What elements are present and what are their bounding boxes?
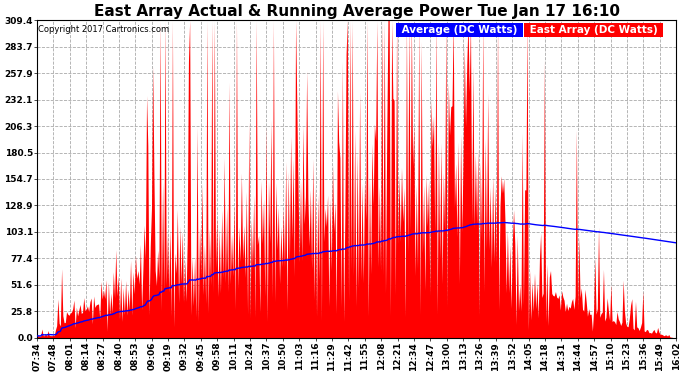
Text: Copyright 2017 Cartronics.com: Copyright 2017 Cartronics.com xyxy=(38,25,169,34)
Title: East Array Actual & Running Average Power Tue Jan 17 16:10: East Array Actual & Running Average Powe… xyxy=(94,4,620,19)
Text: East Array (DC Watts): East Array (DC Watts) xyxy=(526,25,661,35)
Text: Average (DC Watts): Average (DC Watts) xyxy=(398,25,521,35)
